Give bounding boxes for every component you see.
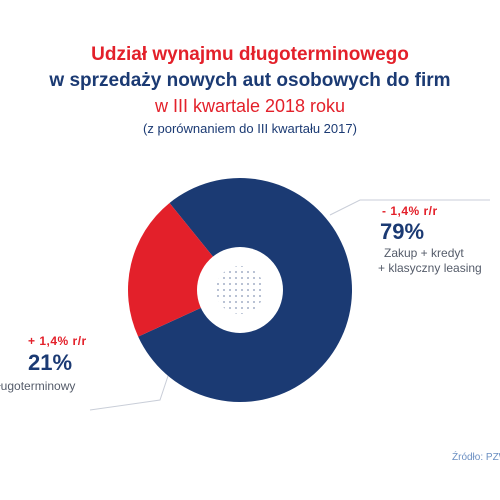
rental-percent-label: 21% xyxy=(28,350,73,375)
chart-subtitle: w III kwartale 2018 roku xyxy=(154,96,346,116)
chart-comparison-note: (z porównaniem do III kwartału 2017) xyxy=(143,121,357,136)
source-note: Źródło: PZW xyxy=(452,452,500,463)
long-purchase-change-label: - 1,4% r/r xyxy=(382,204,438,218)
chart-title-line2: w sprzedaży nowych aut osobowych do firm xyxy=(49,70,451,91)
slice-long-term-rental xyxy=(128,202,240,337)
leader-line-right xyxy=(329,199,490,216)
rental-category-label: ługoterminowy xyxy=(0,379,76,393)
chart-title-line1: Udział wynajmu długoterminowego xyxy=(91,44,409,65)
center-dot-pattern xyxy=(216,266,264,314)
purchase-category-label-line1: Zakup + kredyt xyxy=(384,246,464,260)
rental-change-label: + 1,4% r/r xyxy=(28,334,87,348)
purchase-category-label-line2: + klasyczny leasing xyxy=(378,261,482,275)
purchase-percent-label: 79% xyxy=(380,219,425,244)
